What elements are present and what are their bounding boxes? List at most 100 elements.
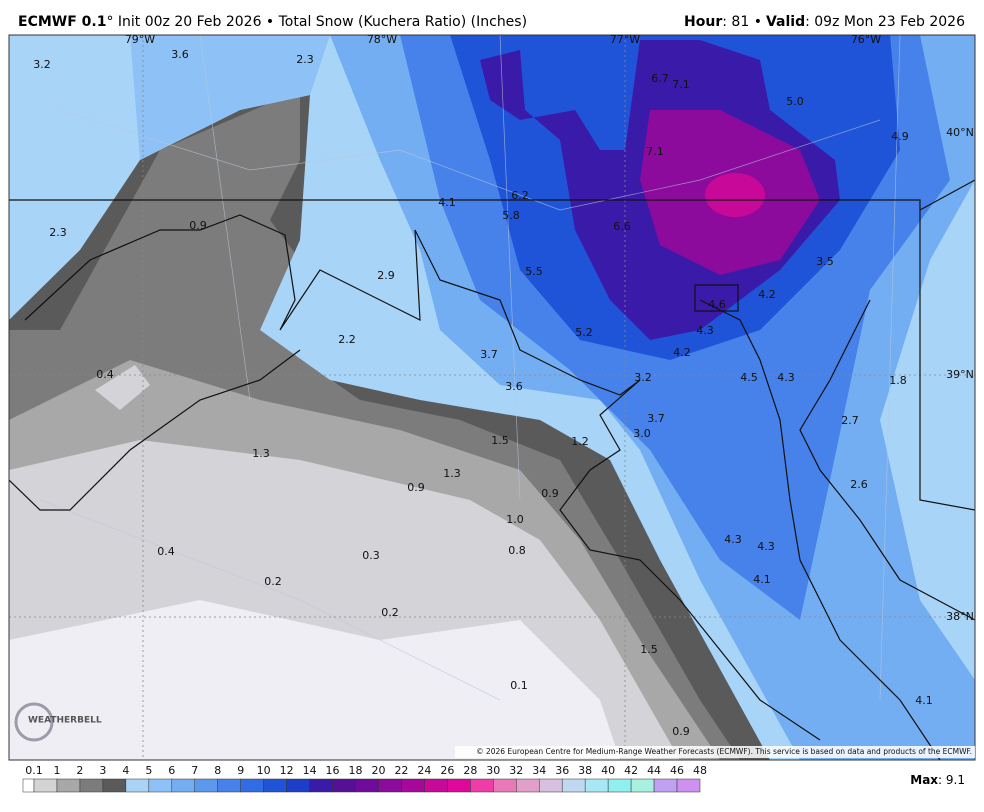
legend-swatch — [538, 778, 563, 793]
header-left: ECMWF 0.1° Init 00z 20 Feb 2026 • Total … — [18, 14, 527, 30]
valid-label: Valid — [766, 14, 805, 30]
model: ECMWF 0.1 — [18, 14, 106, 30]
map: 3.23.6 2.36.7 7.15.04.97.16.24.15.82.30.9 6… — [9, 35, 975, 760]
legend-tick-label: 16 — [326, 764, 340, 777]
max-label: Max — [910, 773, 938, 787]
legend-swatch — [401, 778, 425, 793]
snow-label: 0.8 — [508, 544, 526, 557]
snow-label: 4.1 — [753, 573, 771, 586]
legend-tick-label: 46 — [670, 764, 684, 777]
legend-tick-label: 18 — [349, 764, 363, 777]
legend-tick-label: 30 — [486, 764, 500, 777]
snow-label: 1.3 — [252, 447, 270, 460]
legend-tick-label: 12 — [280, 764, 294, 777]
snow-label: 3.5 — [816, 255, 834, 268]
logo: WEATHERBELL — [14, 702, 102, 742]
county-lines — [39, 35, 901, 701]
legend-tick-label: 36 — [555, 764, 569, 777]
legend-swatch — [584, 778, 609, 793]
snow-label: 0.9 — [407, 481, 425, 494]
legend-tick-label: 1 — [53, 764, 60, 777]
snow-label: 0.9 — [189, 219, 207, 232]
snow-label: 4.2 — [758, 288, 776, 301]
legend-tick-label: 22 — [394, 764, 408, 777]
legend-swatch — [102, 778, 127, 793]
snow-label: 1.2 — [571, 435, 589, 448]
snow-label: 1.3 — [443, 467, 461, 480]
snow-label: 7.1 — [672, 78, 690, 91]
snow-label: 4.1 — [438, 196, 456, 209]
snow-label: 1.0 — [506, 513, 524, 526]
legend-tick-label: 26 — [440, 764, 454, 777]
legend-swatch — [22, 778, 35, 793]
legend-swatch — [653, 778, 678, 793]
snow-label: 5.2 — [575, 326, 593, 339]
state-border — [24, 214, 821, 741]
snow-label: 0.2 — [381, 606, 399, 619]
snow-label: 2.3 — [296, 53, 314, 66]
snow-label: 3.0 — [633, 427, 651, 440]
legend-swatch — [240, 778, 264, 793]
legend-tick-label: 20 — [371, 764, 385, 777]
longitude-label: 77°W — [610, 33, 640, 46]
snow-label: 4.9 — [891, 130, 909, 143]
legend-swatch — [516, 778, 540, 793]
latitude-label: 38°N — [946, 610, 974, 623]
latitude-label: 39°N — [946, 368, 974, 381]
legend-swatch — [424, 778, 448, 793]
legend-swatch — [309, 778, 333, 793]
max-text: : 9.1 — [938, 773, 965, 787]
copyright-bg — [455, 746, 975, 758]
legend-tick-label: 38 — [578, 764, 592, 777]
snow-label: 4.5 — [740, 371, 758, 384]
snow-label: 7.1 — [646, 145, 664, 158]
latitude-label: 40°N — [946, 126, 974, 139]
snow-label: 2.2 — [338, 333, 356, 346]
legend-tick-label: 5 — [145, 764, 152, 777]
snow-label: 1.5 — [640, 643, 658, 656]
legend-swatch — [148, 778, 173, 793]
state-border — [9, 349, 301, 511]
legend-swatch — [286, 778, 310, 793]
legend-tick-label: 6 — [168, 764, 175, 777]
header-right: Hour: 81 • Valid: 09z Mon 23 Feb 2026 — [684, 14, 965, 30]
legend-swatch — [676, 778, 701, 793]
snow-label: 0.4 — [157, 545, 175, 558]
legend-tick-label: 42 — [624, 764, 638, 777]
state-border — [919, 179, 975, 211]
legend-swatch — [355, 778, 379, 793]
snow-label: 0.9 — [541, 487, 559, 500]
legend-swatch — [33, 778, 58, 793]
map-frame — [8, 34, 976, 761]
legend-tick-label: 48 — [693, 764, 707, 777]
legend-tick-label: 28 — [463, 764, 477, 777]
snow-label: 4.3 — [757, 540, 775, 553]
snow-label: 2.6 — [850, 478, 868, 491]
snow-label: 2.3 — [49, 226, 67, 239]
legend-swatch — [171, 778, 196, 793]
legend-tick-label: 44 — [647, 764, 661, 777]
coastline — [699, 299, 975, 760]
snow-label: 0.9 — [672, 725, 690, 738]
longitude-label: 76°W — [851, 33, 881, 46]
snow-label: 5.8 — [502, 209, 520, 222]
title: ° Init 00z 20 Feb 2026 • Total Snow (Kuc… — [106, 14, 527, 30]
snow-area — [705, 173, 765, 217]
snow-label: 1.5 — [491, 434, 509, 447]
legend-swatch — [263, 778, 287, 793]
legend-tick-label: 32 — [509, 764, 523, 777]
snow-label: 3.2 — [634, 371, 652, 384]
legend-tick-label: 34 — [532, 764, 546, 777]
snow-label: 3.7 — [480, 348, 498, 361]
snow-label: 6.6 — [613, 220, 631, 233]
legend-tick-label: 8 — [214, 764, 221, 777]
legend-tick-label: 24 — [417, 764, 431, 777]
snow-label: 2.9 — [377, 269, 395, 282]
snow-label: 2.7 — [841, 414, 859, 427]
longitude-label: 79°W — [125, 33, 155, 46]
legend-swatch — [332, 778, 356, 793]
legend: 0.1 1 2 3 4 5 6 7 8 9 10 12 14 16 18 20 22 24 26 28 30 32 34 36… — [22, 764, 707, 793]
legend-swatch — [561, 778, 586, 793]
legend-swatch — [217, 778, 241, 793]
